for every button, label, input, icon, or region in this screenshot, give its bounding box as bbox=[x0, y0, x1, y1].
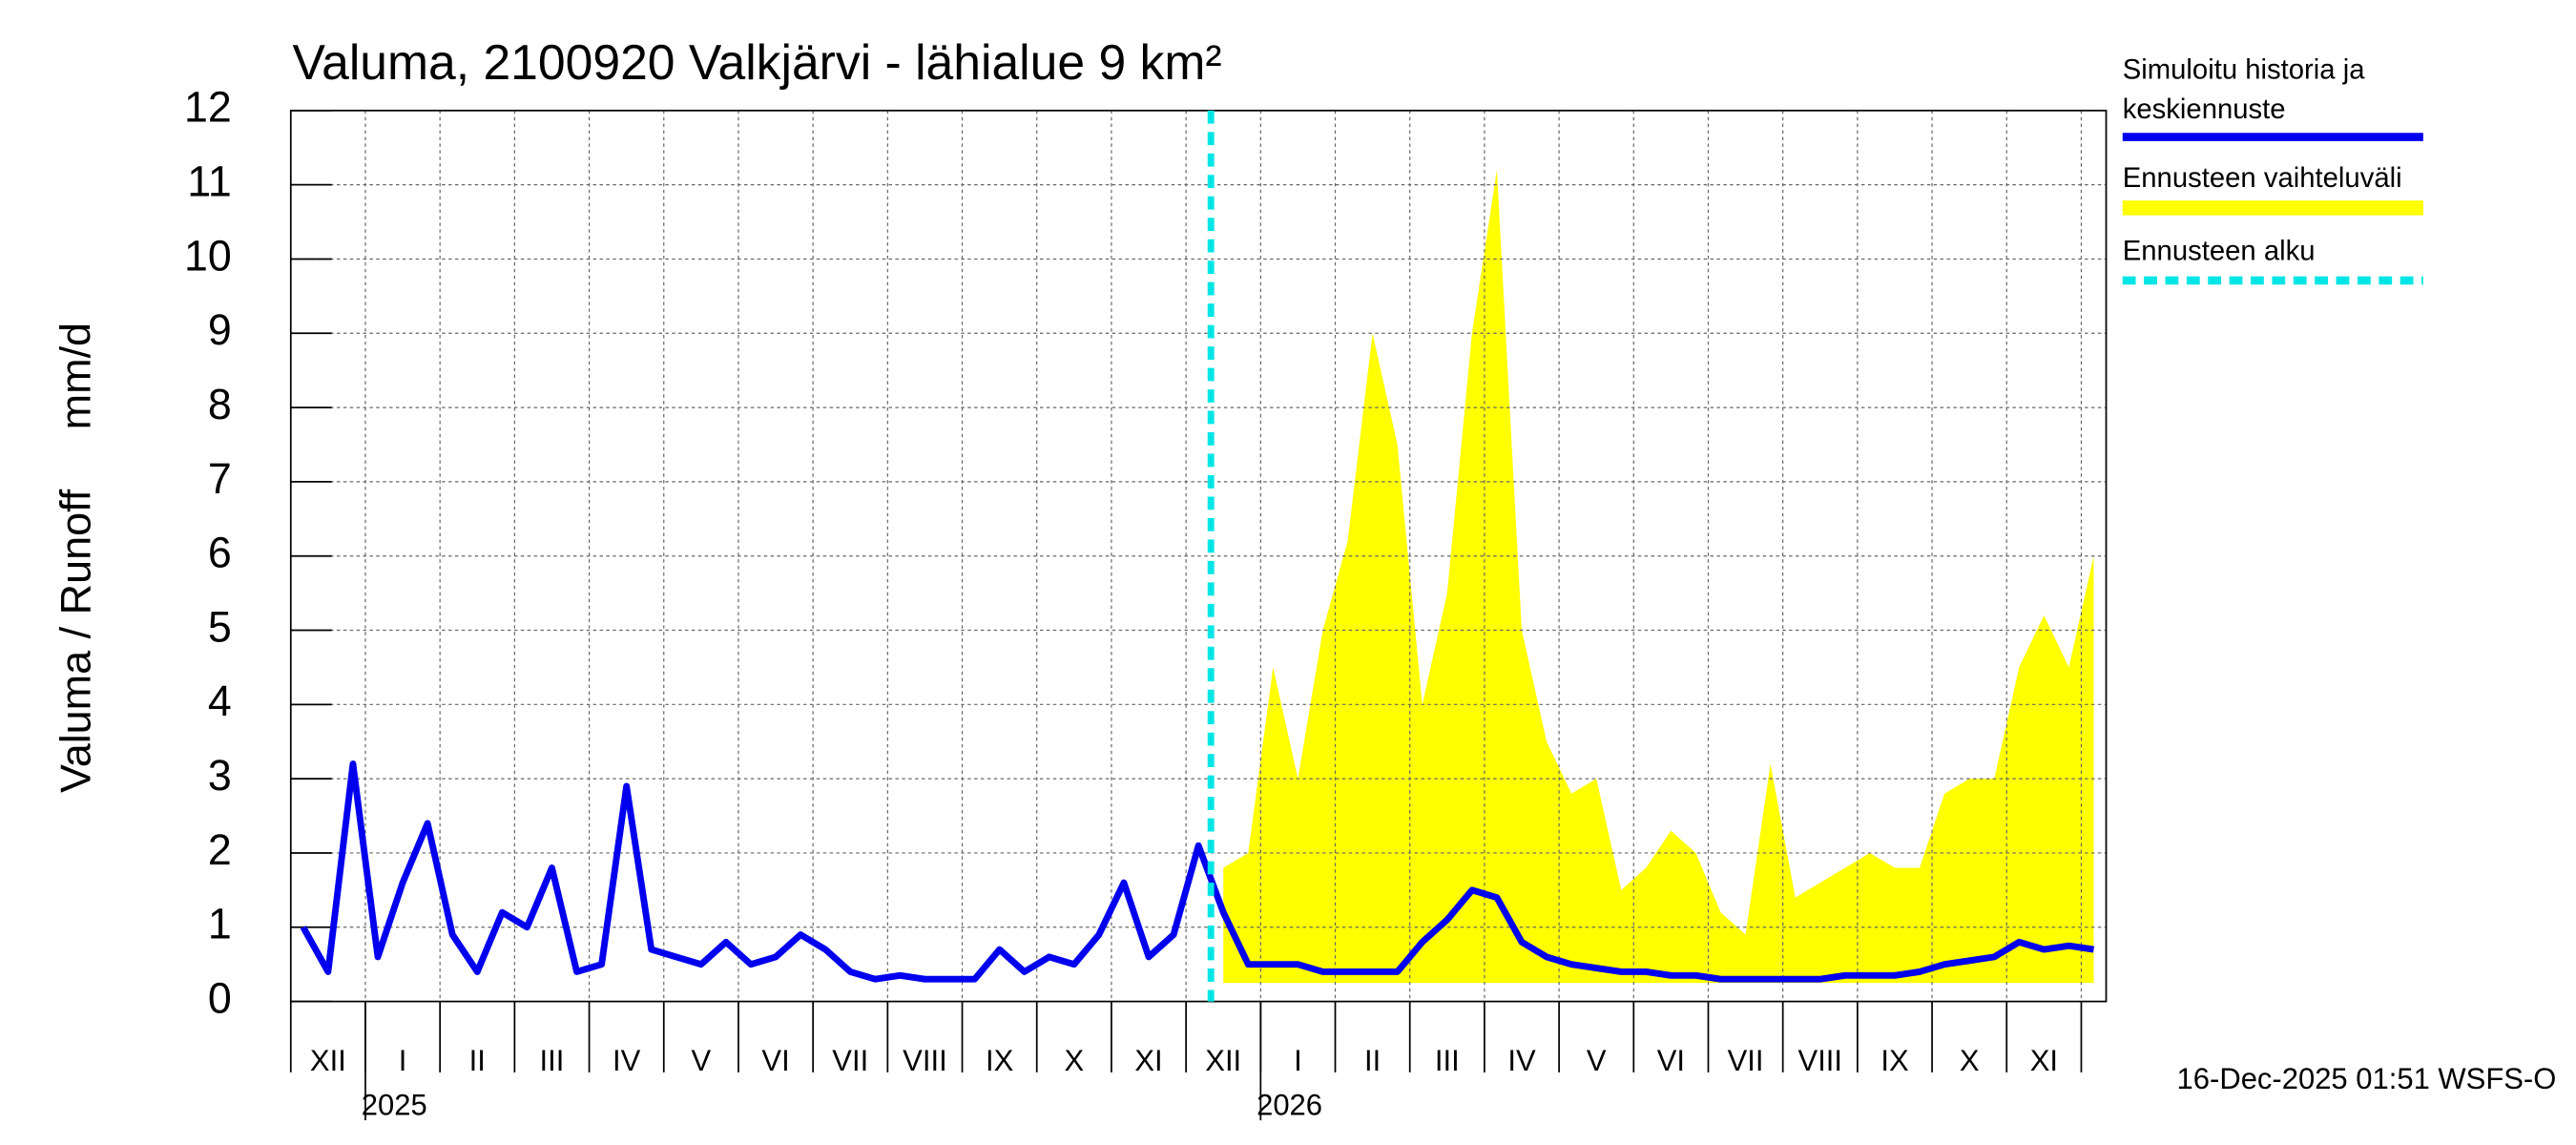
runoff-line bbox=[300, 760, 2094, 983]
x-tick-label: II bbox=[469, 1044, 486, 1077]
x-tick-label: II bbox=[1364, 1044, 1381, 1077]
forecast-range bbox=[1223, 170, 2094, 984]
y-tick-label: 4 bbox=[208, 677, 232, 725]
y-axis-label: Valuma / Runoff mm/d bbox=[52, 323, 100, 793]
x-tick-label: III bbox=[540, 1044, 565, 1077]
x-tick-label: IV bbox=[1507, 1044, 1536, 1077]
y-tick-label: 8 bbox=[208, 380, 232, 428]
x-tick-label: IV bbox=[613, 1044, 641, 1077]
x-tick-label: VII bbox=[1728, 1044, 1764, 1077]
x-tick-label: VI bbox=[761, 1044, 789, 1077]
year-label: 2026 bbox=[1257, 1088, 1322, 1121]
x-tick-label: VII bbox=[832, 1044, 868, 1077]
plot-frame bbox=[289, 109, 2108, 1003]
x-tick-label: I bbox=[399, 1044, 407, 1077]
y-tick-label: 3 bbox=[208, 751, 232, 800]
y-tick-label: 6 bbox=[208, 528, 232, 576]
x-tick-label: III bbox=[1435, 1044, 1460, 1077]
y-tick-label: 9 bbox=[208, 305, 232, 354]
x-tick-label: XII bbox=[1205, 1044, 1241, 1077]
x-tick-label: V bbox=[692, 1044, 712, 1077]
y-tick-label: 11 bbox=[187, 156, 231, 205]
x-tick-label: XII bbox=[310, 1044, 346, 1077]
x-tick-label: VI bbox=[1657, 1044, 1685, 1077]
year-label: 2025 bbox=[362, 1088, 427, 1121]
legend-label: Ennusteen alku bbox=[2123, 235, 2316, 266]
footer: 16-Dec-2025 01:51 WSFS-O bbox=[2177, 1062, 2557, 1095]
x-tick-label: XI bbox=[2030, 1044, 2058, 1077]
y-tick-label: 1 bbox=[208, 900, 232, 948]
y-tick-label: 0 bbox=[208, 973, 232, 1022]
y-tick-label: 7 bbox=[208, 454, 232, 503]
x-tick-label: XI bbox=[1134, 1044, 1162, 1077]
y-tick-label: 10 bbox=[184, 231, 232, 280]
x-tick-label: VIII bbox=[1798, 1044, 1842, 1077]
x-tick-label: V bbox=[1587, 1044, 1607, 1077]
x-tick-label: X bbox=[1064, 1044, 1084, 1077]
y-tick-label: 5 bbox=[208, 602, 232, 651]
x-tick-label: VIII bbox=[903, 1044, 946, 1077]
legend-label: Ennusteen vaihteluväli bbox=[2123, 162, 2402, 194]
x-tick-label: IX bbox=[1880, 1044, 1909, 1077]
x-tick-label: I bbox=[1294, 1044, 1302, 1077]
x-tick-label: IX bbox=[986, 1044, 1014, 1077]
chart-title: Valuma, 2100920 Valkjärvi - lähialue 9 k… bbox=[293, 34, 1222, 90]
legend-label: Simuloitu historia ja keskiennuste bbox=[2123, 53, 2365, 125]
x-tick-label: X bbox=[1960, 1044, 1980, 1077]
y-tick-label: 12 bbox=[184, 83, 232, 132]
y-tick-label: 2 bbox=[208, 825, 232, 874]
